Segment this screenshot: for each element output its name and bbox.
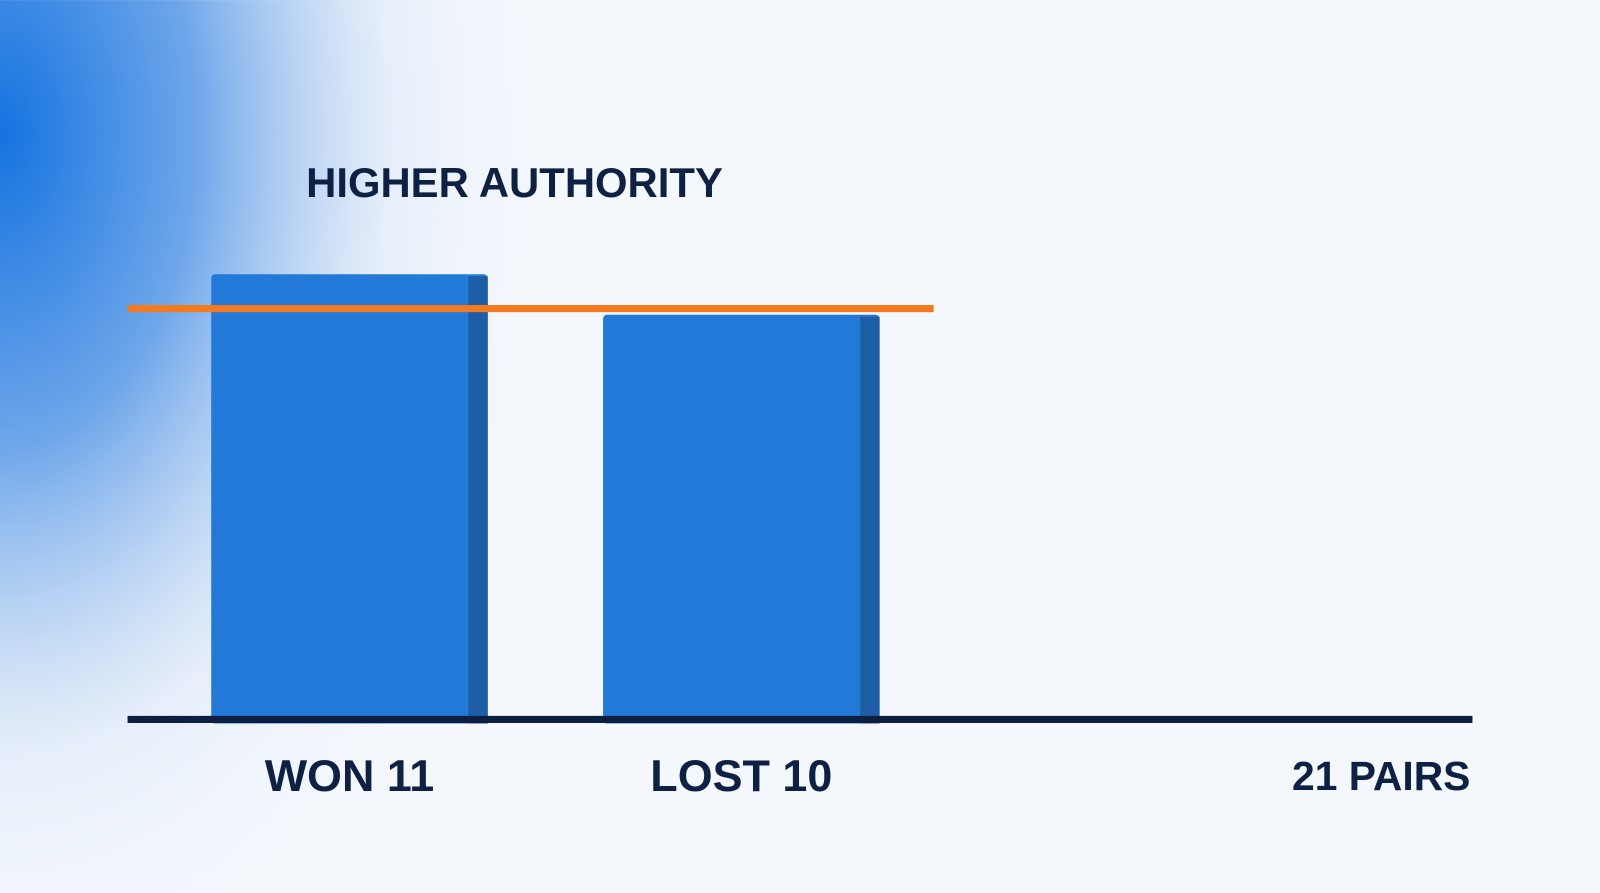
bar-shade <box>468 276 488 724</box>
bar <box>211 274 488 724</box>
x-label: WON 11 <box>265 750 435 801</box>
bar <box>603 314 880 724</box>
chart-title: HIGHER AUTHORITY <box>306 159 723 206</box>
total-label: 21 PAIRS <box>1292 753 1470 799</box>
bar-shade <box>860 316 880 724</box>
x-label: LOST 10 <box>650 750 832 801</box>
